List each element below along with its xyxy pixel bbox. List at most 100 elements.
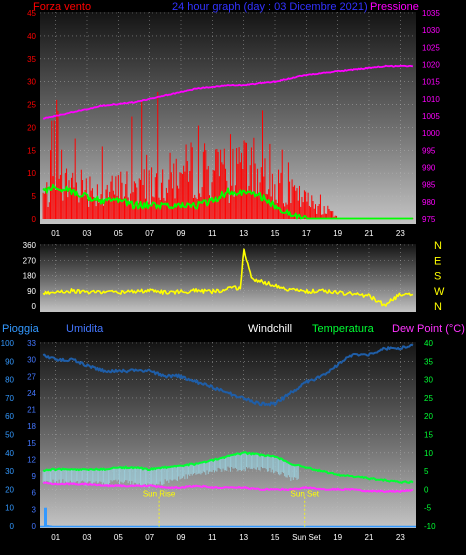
wind-x-ticks: 01 03 05 07 09 11 13 15 17 19 21 23 — [51, 229, 405, 238]
direction-tick-label: 180 — [23, 272, 37, 281]
x-tick-label: 11 — [208, 229, 217, 238]
pressure-tick-label: 1035 — [422, 9, 440, 18]
temperature-tick-label: -10 — [424, 522, 436, 531]
temperature-tick-label: 25 — [424, 394, 433, 403]
temperature-tick-label: 30 — [424, 376, 433, 385]
cardinal-label: W — [434, 286, 445, 298]
x-tick-label: 21 — [365, 533, 374, 542]
rain-tick-label: 0 — [10, 522, 15, 531]
humidity-ticks: 0 3 6 9 12 15 18 21 24 27 30 33 — [27, 339, 36, 531]
gust-line — [42, 183, 413, 220]
wind-tick-label: 10 — [27, 169, 36, 178]
rain-bar — [44, 507, 47, 526]
temp-x-ticks: 01 03 05 07 09 11 13 15 Sun Set 19 21 23 — [51, 533, 405, 542]
x-tick-label: 15 — [271, 229, 280, 238]
wind-tick-label: 25 — [27, 101, 36, 110]
temperature-tick-label: 40 — [424, 339, 433, 348]
x-tick-label: 05 — [114, 229, 123, 238]
pressure-tick-label: 1030 — [422, 26, 440, 35]
temperature-tick-label: 5 — [424, 467, 429, 476]
wind-plot-area — [40, 12, 416, 224]
x-tick-label: 13 — [239, 533, 248, 542]
direction-line — [42, 248, 414, 307]
humidity-line — [42, 343, 414, 407]
direction-tick-label: 360 — [23, 241, 37, 250]
rain-tick-label: 20 — [5, 485, 14, 494]
temperature-ticks: -10 -5 0 5 10 15 20 25 30 35 40 — [424, 339, 436, 531]
pressure-tick-label: 1000 — [422, 129, 440, 138]
humidity-tick-label: 33 — [27, 339, 36, 348]
rain-label: Pioggia — [2, 323, 40, 335]
cardinal-label: N — [434, 240, 442, 252]
pressure-tick-label: 1010 — [422, 95, 440, 104]
direction-series — [42, 248, 414, 307]
pressure-tick-label: 990 — [422, 164, 436, 173]
wind-tick-label: 30 — [27, 78, 36, 87]
humidity-tick-label: 12 — [27, 455, 36, 464]
x-tick-label: 19 — [333, 533, 342, 542]
sun-marker-label: Sun Set — [291, 490, 320, 499]
direction-tick-label: 90 — [27, 287, 36, 296]
wind-tick-label: 20 — [27, 123, 36, 132]
cardinal-label: S — [434, 271, 441, 283]
x-tick-label: 09 — [177, 229, 186, 238]
pressure-tick-label: 1005 — [422, 112, 440, 121]
sun-marker-label: Sun Rise — [143, 490, 176, 499]
cardinal-label: E — [434, 255, 441, 267]
cardinal-label: N — [434, 301, 442, 313]
rain-tick-label: 70 — [5, 394, 14, 403]
wind-tick-label: 35 — [27, 55, 36, 64]
sun-annotations: Sun Rise Sun Set — [143, 490, 320, 528]
humidity-tick-label: 9 — [32, 472, 37, 481]
direction-ticks: 0 90 180 270 360 — [23, 241, 37, 311]
humidity-tick-label: 18 — [27, 422, 36, 431]
temperature-tick-label: 15 — [424, 431, 433, 440]
x-tick-label: 13 — [239, 229, 248, 238]
pressure-tick-label: 995 — [422, 146, 436, 155]
x-tick-label: 07 — [145, 229, 154, 238]
pressure-tick-label: 980 — [422, 198, 436, 207]
temp-series — [40, 343, 416, 528]
pressure-tick-label: 975 — [422, 215, 436, 224]
x-tick-label: 17 — [302, 229, 311, 238]
x-tick-label: 23 — [396, 229, 405, 238]
x-tick-label: 03 — [83, 533, 92, 542]
rain-tick-label: 30 — [5, 467, 14, 476]
x-tick-label: 03 — [83, 229, 92, 238]
wind-tick-label: 0 — [32, 215, 37, 224]
temp-grid — [40, 342, 416, 528]
direction-grid — [40, 244, 416, 312]
wind-tick-label: 45 — [27, 9, 36, 18]
humidity-tick-label: 6 — [32, 489, 37, 498]
wind-tick-label: 15 — [27, 146, 36, 155]
humidity-tick-label: 21 — [27, 406, 36, 415]
wind-tick-label: 40 — [27, 32, 36, 41]
humidity-tick-label: 24 — [27, 389, 36, 398]
humidity-tick-label: 30 — [27, 356, 36, 365]
x-tick-label: 15 — [271, 533, 280, 542]
pressure-label: Pressione — [370, 1, 419, 13]
temperature-label: Temperatura — [312, 323, 375, 335]
x-tick-label: 01 — [51, 533, 60, 542]
dew-point-label: Dew Point (°C) — [392, 323, 465, 335]
humidity-tick-label: 3 — [32, 505, 37, 514]
x-tick-label: 09 — [177, 533, 186, 542]
humidity-tick-label: 0 — [32, 522, 37, 531]
rain-ticks: 0 10 20 30 40 50 60 70 80 90 100 — [1, 339, 15, 531]
x-tick-label: 07 — [145, 533, 154, 542]
x-tick-label: 21 — [365, 229, 374, 238]
humidity-tick-label: 27 — [27, 372, 36, 381]
windchill-label: Windchill — [248, 323, 292, 335]
wind-speed-label: Forza vento — [33, 1, 91, 13]
pressure-tick-label: 1020 — [422, 61, 440, 70]
x-tick-label: 01 — [51, 229, 60, 238]
rain-tick-label: 100 — [1, 339, 15, 348]
x-tick-label: 11 — [208, 533, 217, 542]
x-tick-label: 05 — [114, 533, 123, 542]
temperature-tick-label: 10 — [424, 449, 433, 458]
